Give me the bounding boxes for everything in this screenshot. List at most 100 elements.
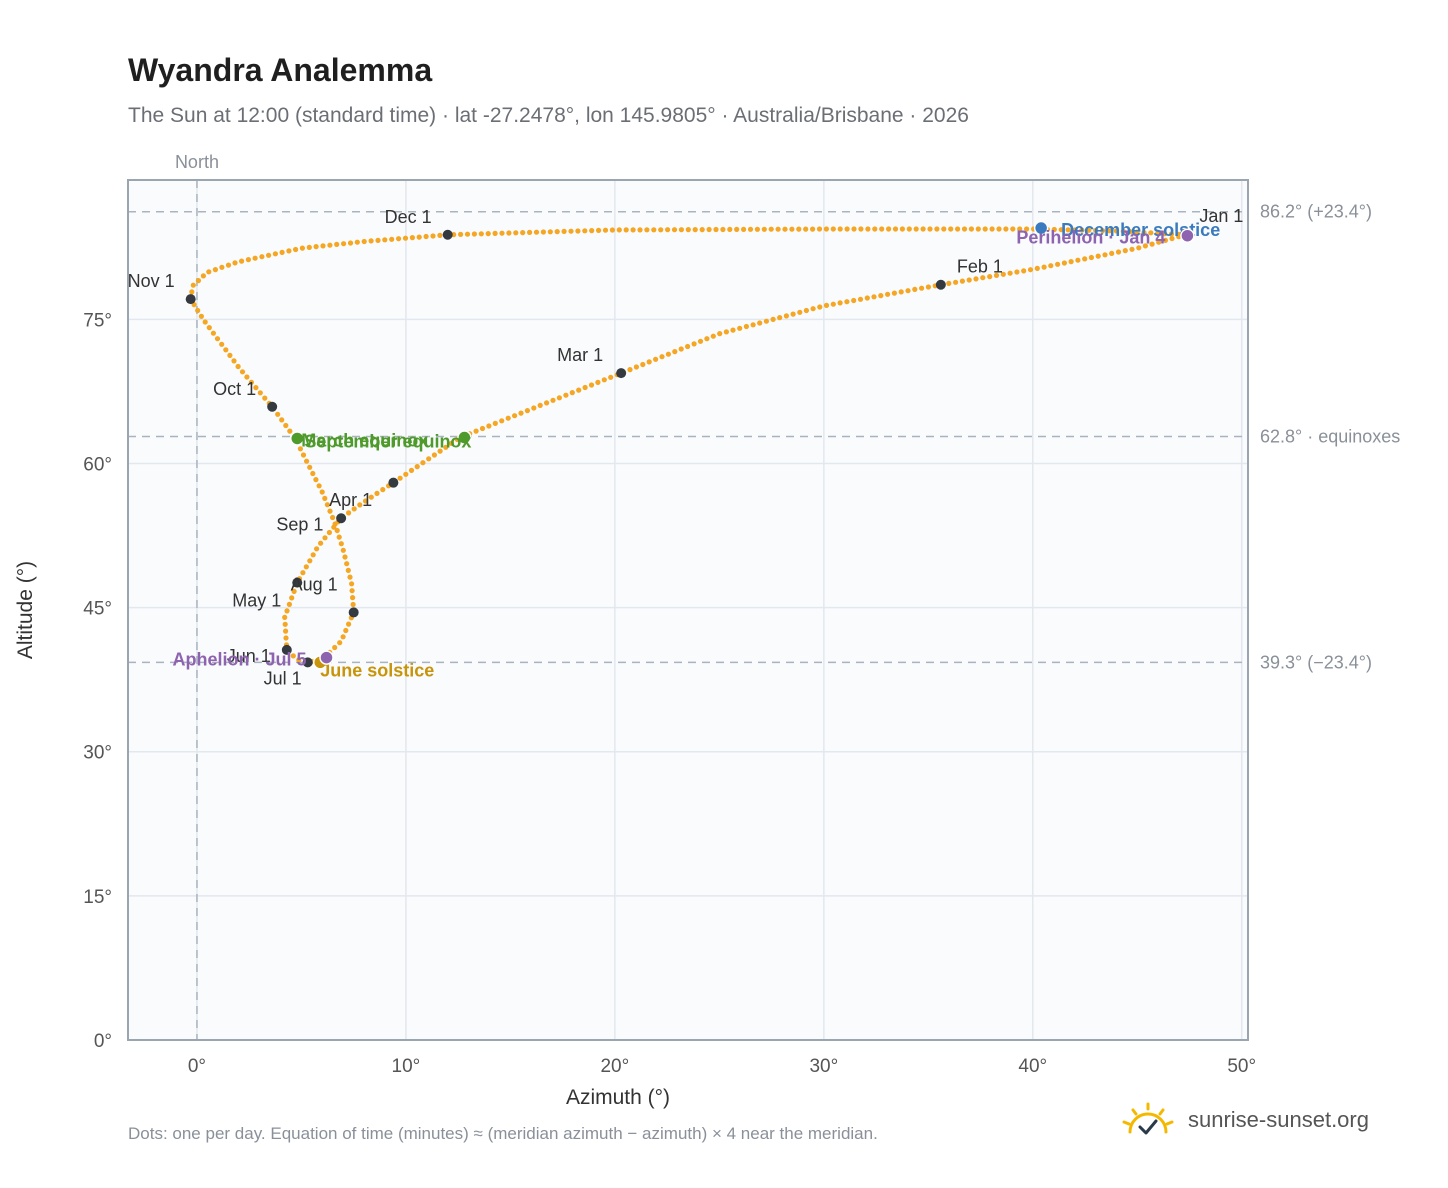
- day-dot: [754, 226, 761, 232]
- day-dot: [357, 502, 363, 508]
- day-dot: [987, 274, 993, 280]
- day-dot: [1162, 237, 1168, 243]
- day-dot: [864, 295, 870, 301]
- day-dot: [362, 498, 369, 504]
- brand-text[interactable]: sunrise-sunset.org: [1188, 1107, 1369, 1132]
- day-dot: [857, 296, 864, 302]
- month-marker: [935, 279, 946, 290]
- month-label: Feb 1: [957, 257, 1003, 277]
- day-dot: [913, 226, 919, 232]
- day-dot: [747, 226, 754, 232]
- day-dot: [540, 229, 547, 235]
- day-dot: [797, 309, 803, 315]
- day-dot: [533, 229, 540, 235]
- day-dot: [1072, 227, 1078, 233]
- day-dot: [306, 244, 312, 250]
- day-dot: [189, 289, 195, 295]
- day-dot: [437, 448, 443, 454]
- day-dot: [975, 226, 981, 232]
- day-dot: [627, 367, 633, 373]
- day-dot: [527, 229, 533, 235]
- day-dot: [783, 313, 790, 319]
- day-dot: [816, 226, 823, 232]
- day-dot: [231, 358, 237, 364]
- day-dot: [1048, 263, 1054, 269]
- event-marker: [290, 431, 305, 446]
- plot-frame: [127, 179, 1249, 1041]
- day-dot: [232, 260, 238, 266]
- day-dot: [659, 354, 665, 360]
- day-dot: [524, 408, 531, 414]
- day-dot: [299, 245, 305, 251]
- day-dot: [1155, 230, 1161, 236]
- month-marker: [616, 368, 627, 379]
- day-dot: [354, 239, 360, 245]
- day-dot: [1115, 249, 1122, 255]
- x-tick-label: 30°: [809, 1056, 838, 1077]
- day-dot: [878, 293, 884, 299]
- day-dot: [402, 235, 409, 241]
- day-dot: [717, 331, 723, 337]
- day-dot: [556, 395, 563, 401]
- month-label: Dec 1: [385, 207, 432, 227]
- day-dot: [968, 226, 975, 232]
- day-dot: [202, 319, 208, 325]
- day-dot: [351, 506, 357, 512]
- day-dot: [486, 423, 492, 429]
- day-dot: [723, 329, 730, 335]
- day-dot: [330, 514, 336, 521]
- event-marker: [457, 430, 472, 445]
- brand[interactable]: sunrise-sunset.org: [1120, 1102, 1369, 1138]
- day-dot: [980, 275, 986, 281]
- day-dot: [239, 369, 246, 375]
- day-dot: [946, 280, 952, 286]
- day-dot: [727, 226, 733, 232]
- month-label: Aug 1: [291, 574, 338, 594]
- day-dot: [286, 601, 292, 608]
- month-label: Sep 1: [276, 515, 323, 535]
- day-dot: [823, 226, 830, 232]
- day-dot: [837, 300, 843, 306]
- day-dot: [464, 231, 471, 237]
- day-dot: [334, 241, 340, 247]
- day-dot: [368, 238, 374, 244]
- day-dot: [830, 226, 836, 232]
- day-dot: [898, 289, 904, 295]
- day-dot: [810, 226, 816, 232]
- day-dot: [531, 405, 537, 411]
- day-dot: [691, 341, 697, 347]
- x-tick-label: 0°: [188, 1056, 206, 1077]
- day-dot: [851, 297, 857, 304]
- month-label: Jan 1: [1199, 206, 1243, 226]
- day-dot: [658, 227, 664, 233]
- day-dot: [349, 588, 355, 594]
- day-dot: [300, 452, 307, 458]
- day-dot: [505, 415, 511, 421]
- day-dot: [307, 558, 313, 564]
- day-dot: [692, 227, 698, 233]
- day-dot: [1017, 226, 1023, 232]
- day-dot: [235, 363, 241, 370]
- reference-label: 86.2° (+23.4°): [1260, 202, 1372, 222]
- day-dot: [782, 226, 788, 232]
- day-dot: [1075, 257, 1081, 263]
- day-dot: [837, 226, 843, 232]
- day-dot: [206, 269, 212, 275]
- day-dot: [1000, 271, 1006, 277]
- day-dot: [324, 502, 330, 508]
- day-dot: [554, 229, 560, 235]
- day-dot: [289, 595, 295, 601]
- day-dot: [665, 351, 672, 357]
- day-dot: [678, 346, 684, 352]
- day-dot: [1120, 228, 1126, 234]
- day-dot: [561, 228, 567, 234]
- day-dot: [239, 258, 245, 264]
- day-dot: [511, 413, 518, 419]
- day-dot: [320, 243, 326, 249]
- day-dot: [770, 316, 776, 322]
- day-dot: [576, 387, 582, 393]
- day-dot: [303, 564, 309, 570]
- day-dot: [989, 226, 995, 232]
- day-dot: [283, 422, 289, 429]
- day-dot: [653, 356, 659, 362]
